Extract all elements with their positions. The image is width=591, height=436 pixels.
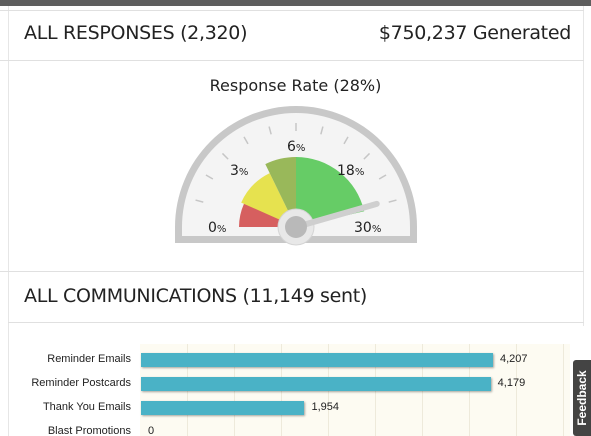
gauge-title: Response Rate (28%) [209,76,382,95]
divider [0,10,584,11]
communications-title: ALL COMMUNICATIONS (11,149 sent) [24,285,368,307]
gauge-tick-label: 6% [287,139,305,155]
communications-header: ALL COMMUNICATIONS (11,149 sent) [24,285,571,307]
bar-category-label: Reminder Emails [47,353,131,365]
gauge-tick-label: 18% [337,163,364,179]
bar[interactable] [141,353,493,367]
gauge-tick [378,174,387,180]
responses-header: ALL RESPONSES (2,320) $750,237 Generated [24,22,571,44]
bar-value-label: 4,207 [500,353,528,365]
gauge-tick [268,126,272,135]
gauge-zone-green [296,157,365,223]
response-rate-gauge: 0% 3% 6% 18% 30% [175,106,417,246]
bar-category-label: Reminder Postcards [31,377,131,389]
feedback-tab[interactable] [573,360,591,436]
gauge-needle-hub [285,216,307,238]
bar-value-label: 4,179 [497,377,526,389]
gauge-tick [195,199,204,203]
gauge-tick-label: 3% [230,163,248,179]
divider [0,271,584,272]
gauge-tick [320,126,324,135]
gauge-tick [363,152,371,160]
bar-category-label: Blast Promotions [47,425,131,436]
bar-category-label: Thank You Emails [42,401,131,413]
gauge-tick-label: 30% [354,220,381,236]
gauge-tick [205,174,214,180]
gauge-tick [221,152,229,160]
bar-value-label: 0 [148,425,155,436]
gauge-tick-label: 0% [208,220,226,236]
bar[interactable] [141,401,305,415]
left-border [8,6,9,436]
gauge-zone-yellow [241,173,289,220]
grid-line [563,344,564,436]
top-strip [0,0,591,6]
bar-value-label: 1,954 [311,401,340,413]
gauge-tick [388,199,397,203]
gauge-tick [343,136,349,145]
divider [8,322,584,323]
gauge-needle [293,200,380,230]
feedback-label[interactable]: Feedback [575,370,589,426]
gauge-tick [243,136,249,145]
gauge-zone-olive [265,157,296,211]
generated-amount: $750,237 Generated [378,22,571,44]
divider [0,60,584,61]
responses-title: ALL RESPONSES (2,320) [24,22,248,44]
grid-line [516,344,517,436]
right-border [583,6,584,326]
bar[interactable] [141,377,491,391]
